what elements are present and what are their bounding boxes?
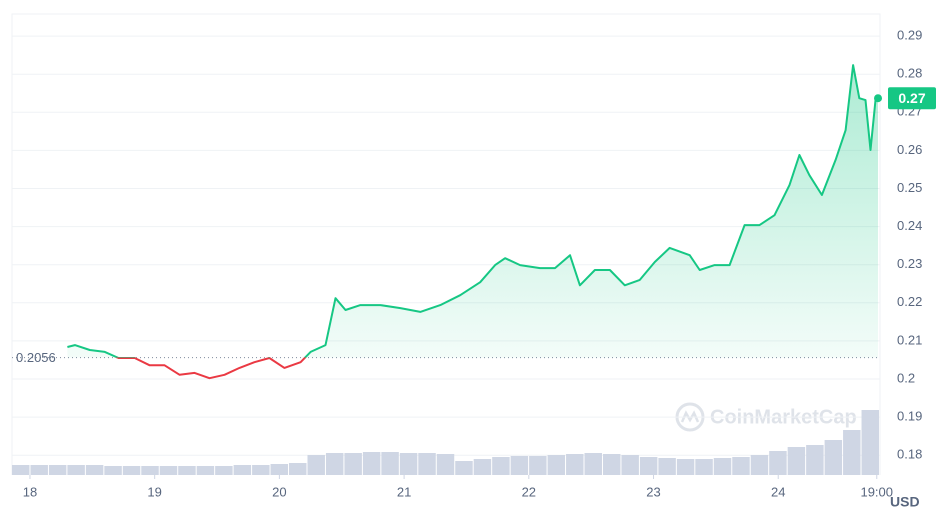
x-tick-label: 22 [522, 484, 536, 499]
volume-bar [289, 463, 307, 475]
price-tag-label: 0.27 [898, 90, 925, 106]
y-tick-label: 0.21 [897, 332, 922, 347]
y-unit: USD [890, 494, 920, 510]
y-tick-label: 0.2 [897, 370, 915, 385]
volume-bar [566, 454, 584, 475]
x-tick-label: 19:00 [860, 484, 893, 499]
volume-bar [824, 440, 843, 475]
volume-bar [325, 453, 344, 475]
volume-bar [750, 455, 769, 475]
volume-bar [713, 458, 732, 475]
volume-bar [362, 452, 381, 475]
volume-bar [85, 465, 104, 475]
volume-bar [12, 465, 30, 475]
volume-bar [215, 466, 233, 475]
volume-bar [270, 464, 289, 475]
volume-bar [602, 454, 621, 475]
volume-bar [122, 466, 141, 475]
volume-bar [510, 456, 529, 475]
x-tick-label: 24 [771, 484, 785, 499]
volume-bar [252, 465, 270, 475]
volume-bar [861, 410, 879, 475]
y-tick-label: 0.23 [897, 256, 922, 271]
volume-bar [436, 454, 455, 475]
volume-bar [769, 451, 787, 475]
volume-bar [455, 461, 473, 475]
volume-bar [584, 453, 602, 475]
volume-bar [787, 447, 806, 475]
volume-bar [141, 466, 159, 475]
x-tick-label: 21 [397, 484, 411, 499]
x-tick-label: 23 [646, 484, 660, 499]
price-area [67, 65, 879, 358]
volume-bar [381, 452, 399, 475]
y-tick-label: 0.28 [897, 66, 922, 81]
volume-bar [67, 465, 85, 475]
volume-bar [30, 465, 48, 475]
volume-bar [492, 457, 510, 475]
volume-bar [418, 453, 436, 475]
volume-bar [399, 453, 418, 475]
y-tick-label: 0.18 [897, 447, 922, 462]
volume-bar [676, 459, 695, 475]
x-tick-label: 18 [23, 484, 37, 499]
volume-bar [196, 466, 215, 475]
volume-bar [104, 466, 122, 475]
last-point [874, 94, 883, 103]
volume-bar [473, 459, 492, 475]
y-tick-label: 0.26 [897, 142, 922, 157]
volume-bar [621, 455, 639, 475]
price-tag [888, 87, 936, 110]
volume-bar [639, 457, 658, 475]
volume-bar [178, 466, 196, 475]
volume-bar [159, 466, 178, 475]
y-tick-label: 0.24 [897, 218, 922, 233]
volume-bar [48, 465, 67, 475]
volume-bar [843, 430, 861, 475]
volume-bar [233, 465, 252, 475]
volume-bar [307, 455, 325, 475]
x-tick-label: 19 [147, 484, 161, 499]
y-tick-label: 0.29 [897, 28, 922, 43]
y-tick-label: 0.19 [897, 409, 922, 424]
volume-bar [806, 445, 824, 475]
plot-frame [11, 13, 881, 475]
x-tick-label: 20 [272, 484, 286, 499]
reference-label: 0.2056 [16, 350, 56, 365]
y-tick-label: 0.25 [897, 180, 922, 195]
volume-bar [547, 455, 566, 475]
volume-bar [695, 459, 713, 475]
price-line [67, 64, 879, 380]
volume-bar [658, 458, 676, 475]
volume-bar [529, 456, 547, 475]
y-tick-label: 0.22 [897, 294, 922, 309]
volume-bar [732, 457, 750, 475]
volume-bar [344, 453, 362, 475]
